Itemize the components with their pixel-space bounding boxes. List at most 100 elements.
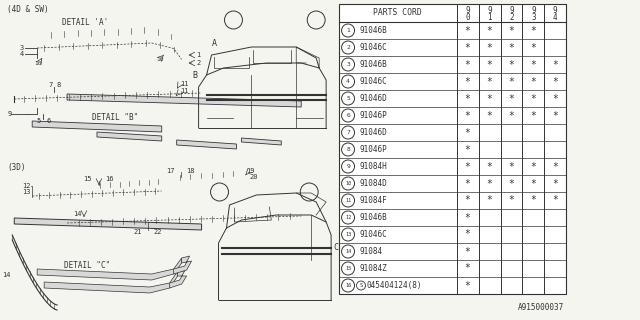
Text: *: * [465,212,470,222]
Text: DETAIL "C": DETAIL "C" [64,261,110,270]
Text: *: * [531,93,536,103]
Text: 14: 14 [2,272,10,278]
Text: 9: 9 [531,5,536,14]
Text: *: * [552,76,558,86]
Text: *: * [531,60,536,69]
Polygon shape [14,218,202,230]
Text: 18: 18 [187,168,195,174]
Text: *: * [509,110,515,121]
Text: 1: 1 [196,52,201,58]
Text: *: * [486,76,493,86]
Text: 14: 14 [74,211,82,217]
Text: 3: 3 [346,62,350,67]
Text: *: * [486,110,493,121]
Text: B: B [193,70,198,79]
Text: 4: 4 [346,79,350,84]
Text: *: * [465,110,470,121]
Text: *: * [465,43,470,52]
Text: 8: 8 [57,82,61,88]
Text: *: * [465,229,470,239]
Text: A915000037: A915000037 [518,302,564,311]
Text: 11: 11 [180,88,188,94]
Text: *: * [486,43,493,52]
Text: *: * [509,179,515,188]
Text: 9: 9 [553,5,557,14]
Text: *: * [552,60,558,69]
Text: 11: 11 [180,81,188,87]
Text: 9: 9 [346,164,350,169]
Text: 21: 21 [133,229,142,235]
Text: 7: 7 [346,130,350,135]
Text: *: * [465,93,470,103]
Text: *: * [465,263,470,274]
Text: *: * [465,246,470,257]
Text: 91046P: 91046P [359,111,387,120]
Text: 91046B: 91046B [359,26,387,35]
Text: 14: 14 [345,249,351,254]
Text: *: * [486,93,493,103]
Text: *: * [552,93,558,103]
Text: 9: 9 [465,5,470,14]
Text: *: * [509,196,515,205]
Text: 5: 5 [346,96,350,101]
Text: *: * [509,93,515,103]
Polygon shape [32,121,162,132]
Text: 91046D: 91046D [359,128,387,137]
Text: 1: 1 [346,28,350,33]
Text: DETAIL "B": DETAIL "B" [92,113,138,122]
Text: *: * [552,110,558,121]
Polygon shape [241,138,282,145]
Text: *: * [465,127,470,138]
Text: 9: 9 [509,5,514,14]
Text: 16: 16 [105,176,113,182]
Text: 91046C: 91046C [359,43,387,52]
Text: 10: 10 [345,181,351,186]
Text: *: * [531,43,536,52]
Text: 2: 2 [509,12,514,21]
Text: A: A [212,38,217,47]
Text: 12: 12 [22,183,30,189]
Text: 91046D: 91046D [359,94,387,103]
Text: *: * [552,196,558,205]
Bar [339,4,566,294]
Polygon shape [97,132,162,141]
Text: 15: 15 [345,266,351,271]
Text: 13: 13 [22,189,30,195]
Text: *: * [509,76,515,86]
Text: PARTS CORD: PARTS CORD [374,7,422,17]
Text: 9: 9 [487,5,492,14]
Text: 9: 9 [7,111,12,117]
Text: *: * [465,145,470,155]
Text: (4D & SW): (4D & SW) [7,5,49,14]
Text: *: * [531,26,536,36]
Text: *: * [465,196,470,205]
Text: 045404124(8): 045404124(8) [367,281,422,290]
Polygon shape [44,271,178,293]
Text: 91046B: 91046B [359,60,387,69]
Text: *: * [465,179,470,188]
Text: 91084H: 91084H [359,162,387,171]
Text: 3: 3 [531,12,536,21]
Text: 11: 11 [345,198,351,203]
Text: 12: 12 [345,215,351,220]
Text: 2: 2 [196,60,201,66]
Text: 22: 22 [154,229,163,235]
Text: 10: 10 [35,60,42,66]
Text: 91046B: 91046B [359,213,387,222]
Text: *: * [509,162,515,172]
Text: *: * [509,43,515,52]
Text: *: * [465,26,470,36]
Text: S: S [360,283,363,288]
Text: *: * [486,196,493,205]
Text: DETAIL 'A': DETAIL 'A' [62,18,108,27]
Polygon shape [177,140,236,149]
Text: 6: 6 [46,118,51,124]
Text: 17: 17 [166,168,175,174]
Text: 2: 2 [346,45,350,50]
Text: C: C [333,244,338,252]
Text: *: * [465,60,470,69]
Text: 13: 13 [345,232,351,237]
Text: *: * [486,162,493,172]
Text: 91084F: 91084F [359,196,387,205]
Text: 0: 0 [465,12,470,21]
